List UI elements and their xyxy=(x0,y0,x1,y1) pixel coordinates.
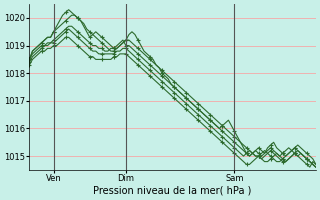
X-axis label: Pression niveau de la mer( hPa ): Pression niveau de la mer( hPa ) xyxy=(93,186,252,196)
